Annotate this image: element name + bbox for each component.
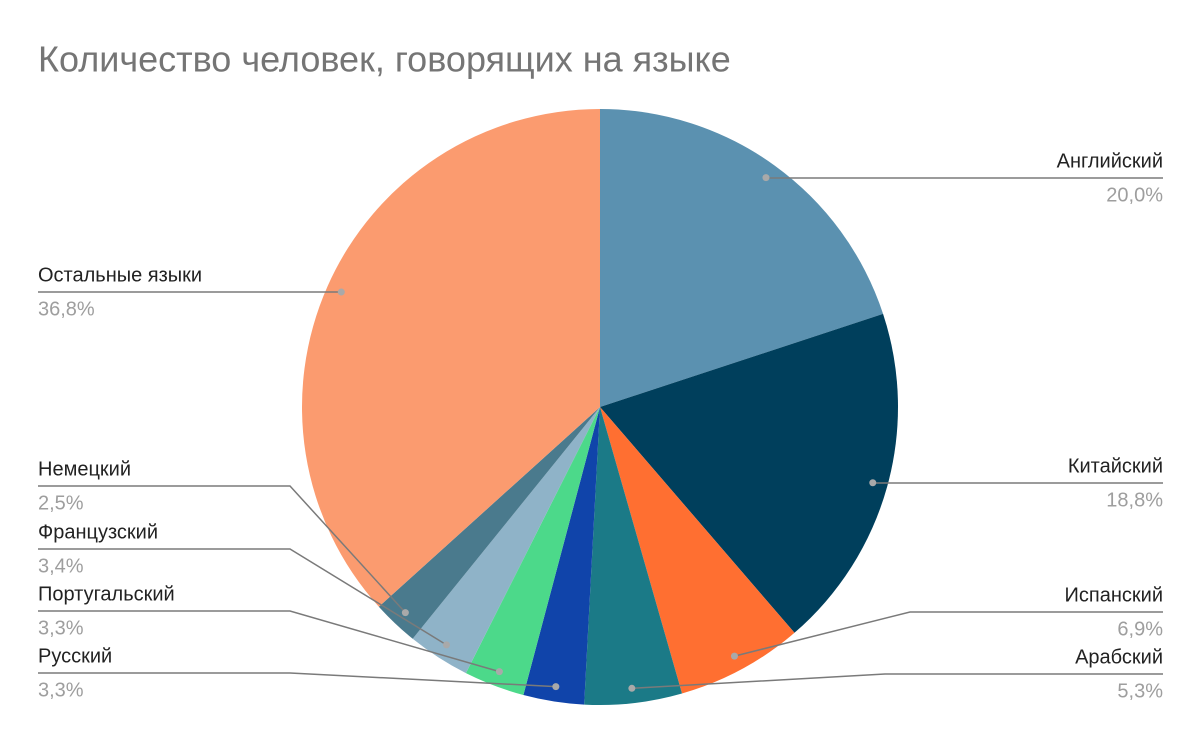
leader-dot [552, 683, 560, 691]
leader-line [38, 548, 447, 646]
pie-slice [465, 407, 600, 695]
slice-label: Немецкий [38, 458, 131, 480]
pie-slice [378, 407, 600, 639]
leader-dot [628, 684, 636, 692]
pie-slice [523, 407, 600, 705]
leader-line [38, 672, 556, 688]
slice-value-label: 5,3% [1117, 680, 1163, 702]
leader-line [38, 485, 406, 614]
leader-dot [762, 174, 770, 182]
slice-label: Русский [38, 645, 112, 667]
pie-slice [412, 407, 600, 674]
leader-dot [869, 479, 877, 487]
leader-dot [730, 652, 738, 660]
pie-slice [584, 407, 683, 705]
slice-label: Китайский [1068, 455, 1163, 477]
leader-line [631, 673, 1163, 690]
slice-value-label: 3,3% [38, 679, 84, 701]
slice-label: Французский [38, 521, 158, 543]
slice-value-label: 36,8% [38, 298, 95, 320]
pie-slice [600, 407, 795, 694]
slice-label: Португальский [38, 583, 175, 605]
leader-dot [442, 641, 450, 649]
leader-dot [337, 288, 345, 296]
slice-value-label: 3,3% [38, 617, 84, 639]
leader-line [38, 610, 500, 673]
chart-title: Количество человек, говорящих на языке [38, 39, 731, 80]
slice-label: Арабский [1075, 646, 1163, 668]
slice-label: Испанский [1065, 584, 1163, 606]
slice-label: Остальные языки [38, 264, 202, 286]
pie-slice [600, 109, 884, 407]
leader-line [734, 611, 1163, 657]
slice-value-label: 2,5% [38, 492, 84, 514]
slice-value-label: 18,8% [1106, 489, 1163, 511]
slice-value-label: 6,9% [1117, 618, 1163, 640]
pie-slice [600, 313, 898, 633]
slice-value-label: 3,4% [38, 555, 84, 577]
leader-dot [495, 668, 503, 676]
slice-value-label: 20,0% [1106, 184, 1163, 206]
leader-dot [401, 609, 409, 617]
slice-label: Английский [1057, 150, 1163, 172]
pie-slice [301, 108, 600, 607]
